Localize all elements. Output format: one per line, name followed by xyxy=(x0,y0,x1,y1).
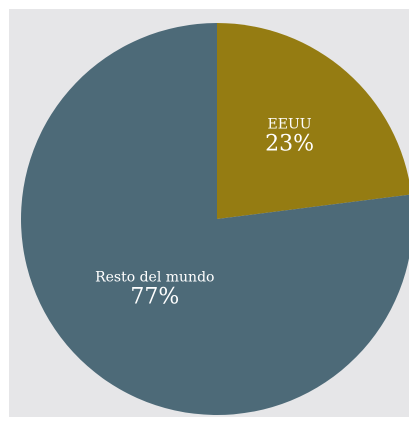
slice-value-resto-del-mundo: 77% xyxy=(130,285,179,310)
pie-slice-resto-del-mundo xyxy=(21,23,409,415)
pie-slices xyxy=(21,23,409,415)
slice-label-eeuu: EEUU xyxy=(268,117,312,133)
pie-chart: EEUU 23% Resto del mundo 77% xyxy=(21,23,409,415)
slice-value-eeuu: 23% xyxy=(265,132,314,157)
slice-label-resto-del-mundo: Resto del mundo xyxy=(95,270,214,286)
chart-panel: EEUU 23% Resto del mundo 77% xyxy=(9,9,409,417)
pie-labels: EEUU 23% Resto del mundo 77% xyxy=(95,117,314,310)
pie-slice-eeuu xyxy=(217,23,409,219)
